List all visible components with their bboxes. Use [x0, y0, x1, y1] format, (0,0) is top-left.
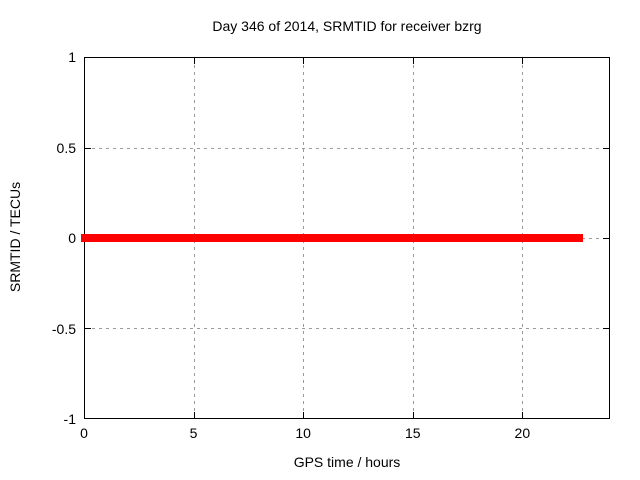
x-tick-label: 20	[514, 425, 531, 441]
tick-mark	[85, 328, 91, 329]
tick-mark	[412, 58, 414, 64]
x-tick-label: 10	[295, 425, 311, 441]
tick-mark	[412, 412, 414, 418]
y-axis-tick-labels: 1 0.5 0 -0.5 -1	[0, 49, 76, 427]
y-tick-label: -0.5	[51, 320, 76, 337]
x-tick-label: 0	[80, 425, 88, 441]
gridline-horizontal	[85, 148, 609, 149]
y-tick-label: 1	[68, 49, 76, 65]
plot-area	[81, 57, 610, 419]
tick-mark	[603, 328, 609, 329]
y-tick-label: 0.5	[56, 139, 76, 156]
y-tick-label: 0	[68, 230, 76, 246]
gridline-horizontal	[85, 328, 609, 329]
tick-mark	[603, 148, 609, 149]
tick-mark	[85, 148, 91, 149]
x-axis-title: GPS time / hours	[293, 454, 401, 470]
tick-mark	[303, 412, 305, 418]
chart-title: Day 346 of 2014, SRMTID for receiver bzr…	[212, 18, 482, 34]
tick-mark	[521, 58, 523, 64]
x-axis-tick-labels: 0 5 10 15 20	[80, 425, 610, 441]
tick-mark	[521, 412, 523, 418]
data-series-line	[81, 234, 583, 242]
tick-mark	[194, 58, 196, 64]
y-tick-label: -1	[63, 411, 76, 427]
tick-mark	[303, 58, 305, 64]
x-tick-label: 15	[404, 425, 421, 441]
tick-mark	[194, 412, 196, 418]
tick-mark	[603, 238, 609, 239]
x-tick-label: 5	[189, 425, 198, 441]
